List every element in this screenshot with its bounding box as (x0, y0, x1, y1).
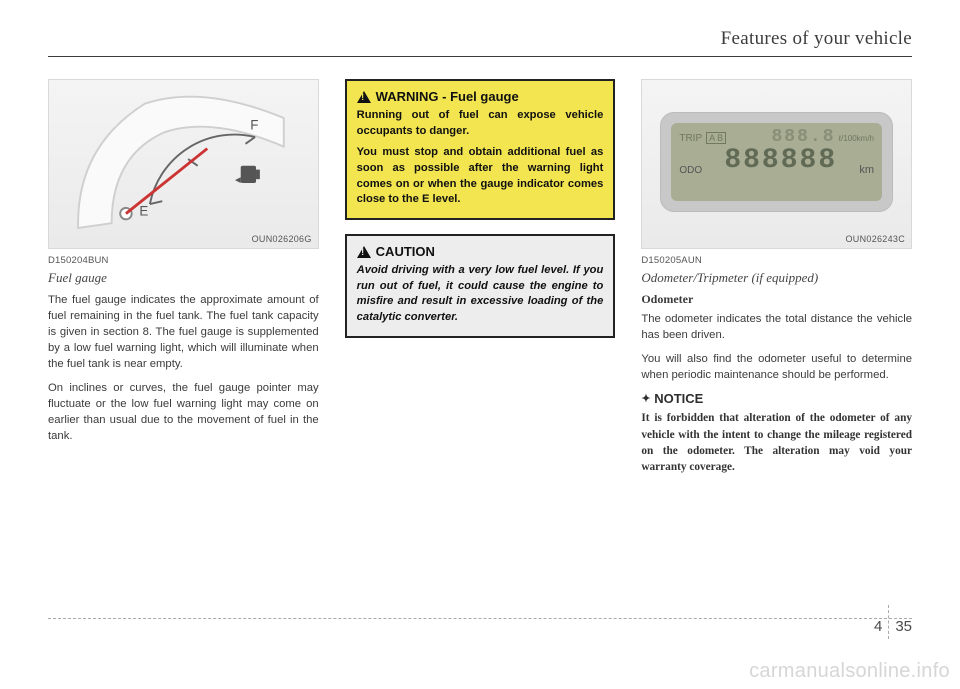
page-title: Features of your vehicle (721, 28, 912, 50)
page-separator (888, 605, 889, 639)
odometer-p2: You will also find the odometer useful t… (641, 351, 912, 383)
lcd-ab-label: A B (706, 132, 726, 144)
odometer-heading: Odometer (641, 292, 912, 307)
column-3: TRIP A B 888.8 ℓ/100km/h ODO 888888 km (641, 79, 912, 476)
footer-rule (48, 618, 912, 619)
lcd-small-digits: 888.8 (772, 127, 836, 147)
fuel-gauge-p1: The fuel gauge indicates the approximate… (48, 292, 319, 372)
lcd-small-unit: ℓ/100km/h (839, 134, 875, 143)
notice-body: It is forbidden that alteration of the o… (641, 410, 912, 476)
caution-box: CAUTION Avoid driving with a very low fu… (345, 234, 616, 338)
warning-subtitle: - Fuel gauge (439, 89, 519, 104)
caution-heading: CAUTION (357, 244, 604, 259)
fuel-gauge-figure: F E OUN026206G (48, 79, 319, 249)
odometer-lcd: TRIP A B 888.8 ℓ/100km/h ODO 888888 km (671, 123, 882, 201)
svg-text:E: E (139, 204, 148, 219)
warning-title: WARNING (376, 89, 439, 104)
odometer-subtitle: Odometer/Tripmeter (if equipped) (641, 270, 912, 286)
lcd-km-label: km (859, 164, 874, 176)
lcd-odo-label: ODO (679, 165, 702, 176)
ref-code: D150204BUN (48, 255, 319, 266)
caution-body: Avoid driving with a very low fuel level… (357, 263, 604, 326)
caution-title: CAUTION (376, 244, 435, 259)
column-1: F E OUN026206G D150204BUN Fuel gauge The… (48, 79, 319, 476)
lcd-trip-label: TRIP (679, 133, 702, 144)
warning-box: WARNING - Fuel gauge Running out of fuel… (345, 79, 616, 220)
fuel-gauge-p2: On inclines or curves, the fuel gauge po… (48, 380, 319, 444)
page-number: 4 35 (874, 609, 912, 643)
watermark: carmanualsonline.info (749, 660, 950, 683)
notice-heading: ✦ NOTICE (641, 391, 912, 406)
chapter-number: 4 (874, 618, 882, 635)
caution-icon (357, 246, 371, 258)
fuel-gauge-subtitle: Fuel gauge (48, 270, 319, 286)
content-columns: F E OUN026206G D150204BUN Fuel gauge The… (48, 79, 912, 476)
svg-text:F: F (250, 117, 258, 132)
lcd-big-digits: 888888 (724, 145, 837, 176)
odometer-figure: TRIP A B 888.8 ℓ/100km/h ODO 888888 km (641, 79, 912, 249)
notice-diamond-icon: ✦ (641, 393, 650, 405)
warning-p2: You must stop and obtain additional fuel… (357, 145, 604, 208)
ref-code: D150205AUN (641, 255, 912, 266)
header-rule (48, 56, 912, 57)
figure-code: OUN026243C (845, 234, 905, 244)
figure-code: OUN026206G (252, 234, 312, 244)
fuel-gauge-illustration: F E (59, 88, 308, 234)
warning-icon (357, 91, 371, 103)
notice-title: NOTICE (654, 391, 703, 406)
odometer-frame: TRIP A B 888.8 ℓ/100km/h ODO 888888 km (660, 112, 893, 212)
page-number-value: 35 (895, 618, 912, 635)
column-2: WARNING - Fuel gauge Running out of fuel… (345, 79, 616, 476)
warning-p1: Running out of fuel can expose vehicle o… (357, 108, 604, 139)
odometer-p1: The odometer indicates the total distanc… (641, 311, 912, 343)
warning-heading: WARNING - Fuel gauge (357, 89, 604, 104)
